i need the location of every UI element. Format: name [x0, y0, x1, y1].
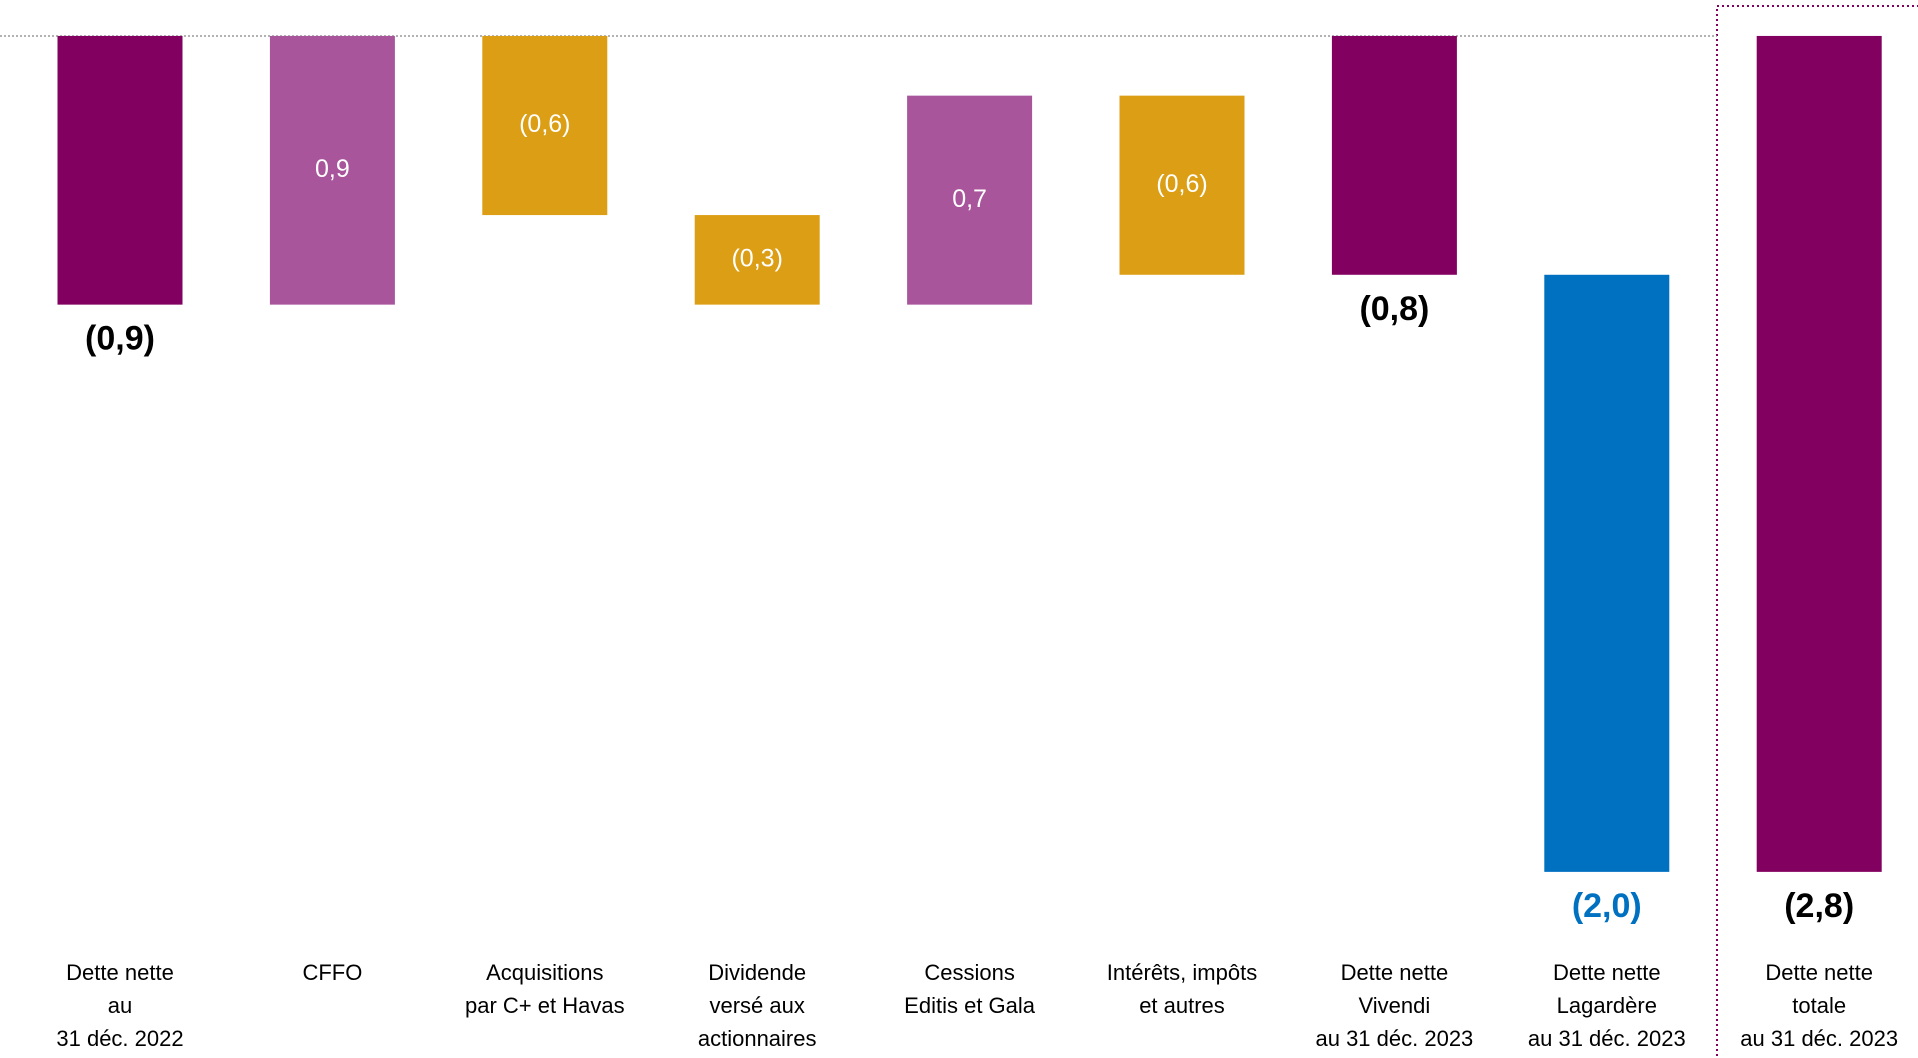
bar	[1119, 95, 1245, 275]
value-label: (0,6)	[1156, 170, 1207, 198]
value-label: (0,9)	[85, 320, 155, 358]
bar	[694, 215, 820, 305]
x-tick-label: Dividende versé aux actionnaires	[697, 960, 817, 1051]
x-tick-label: Dette nette Vivendi au 31 déc. 2023	[1315, 960, 1474, 1051]
value-label: 0,7	[952, 185, 987, 213]
value-label: (0,6)	[519, 110, 570, 138]
bar	[57, 35, 183, 305]
bar	[907, 95, 1033, 305]
x-tick-label: Dette nette totale au 31 déc. 2023	[1740, 960, 1899, 1051]
bar	[1331, 35, 1457, 275]
value-label: (2,8)	[1784, 887, 1854, 925]
bar	[482, 35, 608, 216]
bar	[1544, 274, 1670, 872]
bar	[1756, 35, 1882, 872]
x-tick-label: Dette nette Lagardère au 31 déc. 2023	[1527, 960, 1686, 1051]
x-tick-label: Acquisitions par C+ et Havas	[465, 960, 625, 1018]
x-tick-label: Dette nette au 31 déc. 2022	[56, 960, 184, 1051]
value-label: 0,9	[315, 155, 350, 183]
value-label: (0,8)	[1359, 290, 1429, 328]
value-label: (2,0)	[1572, 887, 1642, 925]
bar	[269, 35, 395, 305]
value-label: (0,3)	[731, 244, 782, 272]
x-tick-label: CFFO	[302, 960, 363, 985]
total-highlight-box	[1716, 5, 1918, 1058]
x-tick-label: Cessions Editis et Gala	[904, 960, 1036, 1018]
x-tick-label: Intérêts, impôts et autres	[1106, 960, 1258, 1018]
